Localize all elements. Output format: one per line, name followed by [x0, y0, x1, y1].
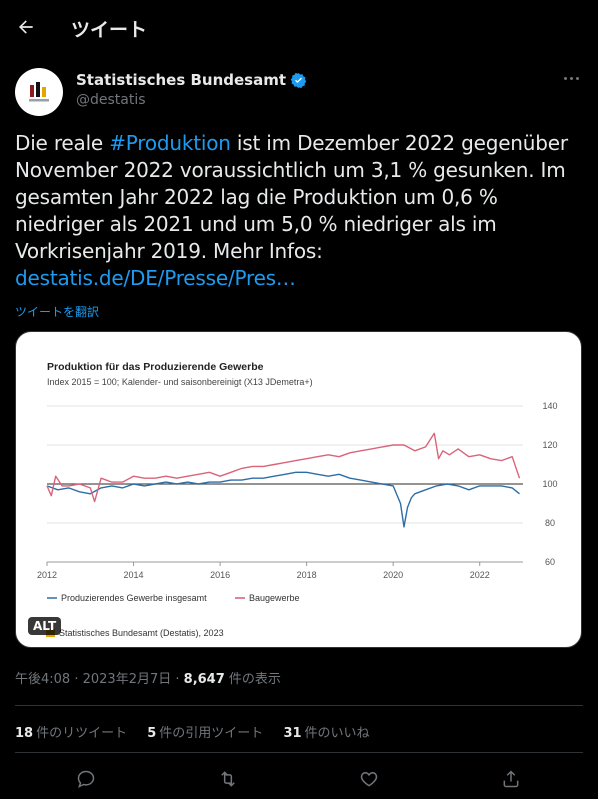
more-icon-dot: [575, 76, 579, 80]
back-arrow-icon: [19, 20, 33, 34]
more-button[interactable]: [556, 68, 586, 88]
destatis-logo-icon: [29, 82, 49, 102]
translate-link[interactable]: ツイートを翻訳: [15, 305, 100, 319]
retweet-icon: [221, 771, 235, 787]
chart-legend: Produzierendes Gewerbe insgesamt Baugewer…: [47, 593, 300, 603]
author-name[interactable]: Statistisches Bundesamt: [76, 71, 307, 89]
alt-badge[interactable]: ALT: [28, 617, 62, 635]
y-tick-label: 80: [545, 518, 555, 528]
likes-label: 件のいいね: [304, 726, 370, 741]
more-icon-dot: [569, 76, 573, 80]
tweet-header: ツイート: [0, 0, 598, 53]
retweets-count: 18: [15, 726, 34, 741]
quotes-label: 件の引用ツイート: [159, 726, 264, 741]
page-title: ツイート: [71, 19, 148, 41]
series-line: [46, 432, 521, 503]
chart-grid: 140 120 100 80 60 2012 2014 2016 2018 2020 2022: [37, 401, 558, 580]
hashtag-link[interactable]: #Produktion: [109, 131, 231, 155]
likes-count: 31: [283, 726, 302, 741]
x-tick-label: 2022: [470, 570, 490, 580]
tweet-time[interactable]: 午後4:08: [15, 672, 71, 687]
x-tick-label: 2016: [210, 570, 230, 580]
retweets-stat[interactable]: 18 件のリツイート: [15, 722, 127, 741]
series-line: [46, 471, 520, 528]
action-bar: [0, 765, 598, 793]
x-tick-label: 2014: [124, 570, 144, 580]
tweet-stats: 18 件のリツイート 5 件の引用ツイート 31 件のいいね: [15, 722, 386, 741]
views-label: 件の表示: [228, 672, 281, 687]
meta-separator: ·: [74, 672, 83, 687]
url-link[interactable]: destatis.de/DE/Presse/Pres…: [15, 266, 296, 290]
back-button[interactable]: [10, 11, 42, 43]
share-icon: [503, 770, 519, 788]
y-tick-label: 120: [542, 440, 557, 450]
legend-label: Produzierendes Gewerbe insgesamt: [61, 593, 207, 603]
more-icon: [563, 76, 567, 80]
x-tick-label: 2012: [37, 570, 57, 580]
retweets-label: 件のリツイート: [36, 726, 128, 741]
quotes-stat[interactable]: 5 件の引用ツイート: [147, 722, 263, 741]
chart-series: [46, 432, 521, 528]
quotes-count: 5: [147, 726, 157, 741]
legend-label: Baugewerbe: [249, 593, 300, 603]
divider: [15, 705, 583, 706]
avatar[interactable]: [15, 68, 63, 116]
author-name-label: Statistisches Bundesamt: [76, 71, 287, 89]
y-tick-label: 100: [542, 479, 557, 489]
verified-icon: [290, 72, 307, 88]
like-icon: [360, 771, 378, 787]
tweet-text-part: ist im Dezember 2022 gegenüber November …: [15, 131, 568, 263]
likes-stat[interactable]: 31 件のいいね: [283, 722, 369, 741]
like-button[interactable]: [355, 765, 383, 793]
views-count: 8,647: [183, 672, 225, 687]
tweet-date[interactable]: 2023年2月7日: [82, 672, 172, 687]
share-button[interactable]: [497, 765, 525, 793]
author-handle[interactable]: @destatis: [76, 92, 146, 108]
tweet-text-part: Die reale: [15, 131, 110, 155]
reply-button[interactable]: [72, 765, 100, 793]
meta-separator: ·: [175, 672, 184, 687]
chart-subtitle: Index 2015 = 100; Kalender- und saisonbe…: [47, 377, 313, 387]
chart-source-text: Statistisches Bundesamt (Destatis), 2023: [59, 628, 224, 638]
chart-title: Produktion für das Produzierende Gewerbe: [47, 361, 264, 373]
divider: [15, 752, 583, 753]
production-chart: Produktion für das Produzierende Gewerbe…: [37, 361, 558, 638]
reply-icon: [77, 770, 95, 788]
x-tick-label: 2020: [383, 570, 403, 580]
media-card[interactable]: Produktion für das Produzierende Gewerbe…: [15, 331, 582, 648]
chart-source: Statistisches Bundesamt (Destatis), 2023: [46, 628, 224, 638]
x-tick-label: 2018: [297, 570, 317, 580]
y-tick-label: 140: [542, 401, 557, 411]
y-tick-label: 60: [545, 557, 555, 567]
tweet-text: Die reale #Produktion ist im Dezember 20…: [15, 130, 585, 292]
tweet-meta: 午後4:08 · 2023年2月7日 · 8,647 件の表示: [15, 668, 281, 687]
retweet-button[interactable]: [214, 765, 242, 793]
